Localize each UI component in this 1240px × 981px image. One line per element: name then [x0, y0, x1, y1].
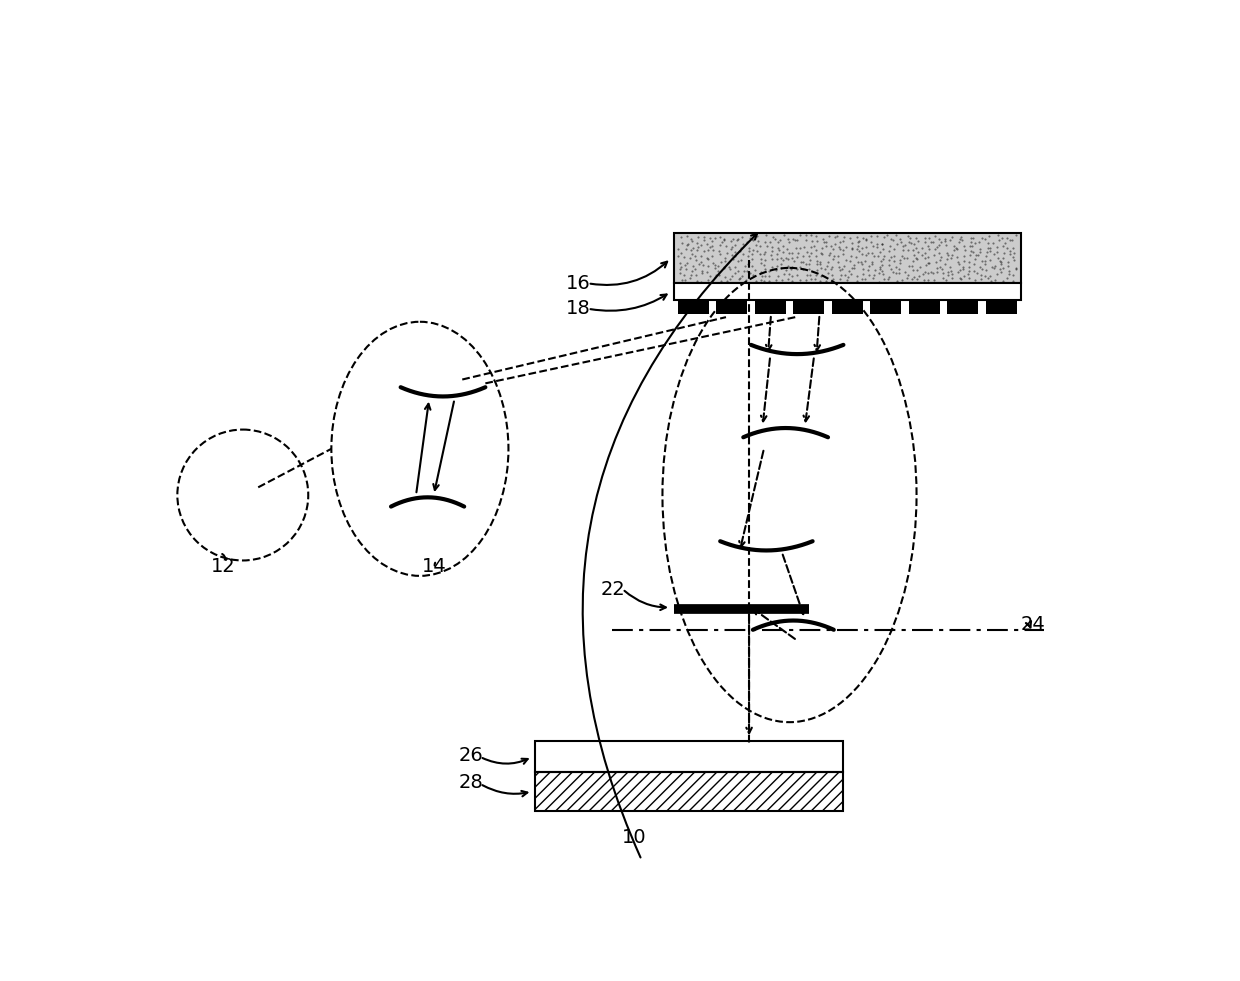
Text: 16: 16: [567, 274, 591, 292]
Text: 10: 10: [621, 828, 646, 847]
Text: 12: 12: [211, 557, 236, 576]
Bar: [870, 300, 901, 314]
Bar: [536, 742, 843, 772]
Text: 26: 26: [459, 746, 484, 764]
Text: 24: 24: [1021, 615, 1045, 634]
Bar: [675, 233, 1021, 284]
Bar: [536, 772, 843, 810]
Bar: [947, 300, 978, 314]
Text: 22: 22: [601, 580, 626, 599]
Bar: [675, 284, 1021, 300]
Bar: [678, 300, 708, 314]
Bar: [717, 300, 748, 314]
Text: 18: 18: [567, 299, 591, 318]
Text: 28: 28: [459, 773, 484, 792]
Bar: [755, 300, 786, 314]
Bar: [909, 300, 940, 314]
Text: 14: 14: [422, 557, 446, 576]
Bar: [986, 300, 1017, 314]
Bar: [832, 300, 863, 314]
Bar: [794, 300, 825, 314]
